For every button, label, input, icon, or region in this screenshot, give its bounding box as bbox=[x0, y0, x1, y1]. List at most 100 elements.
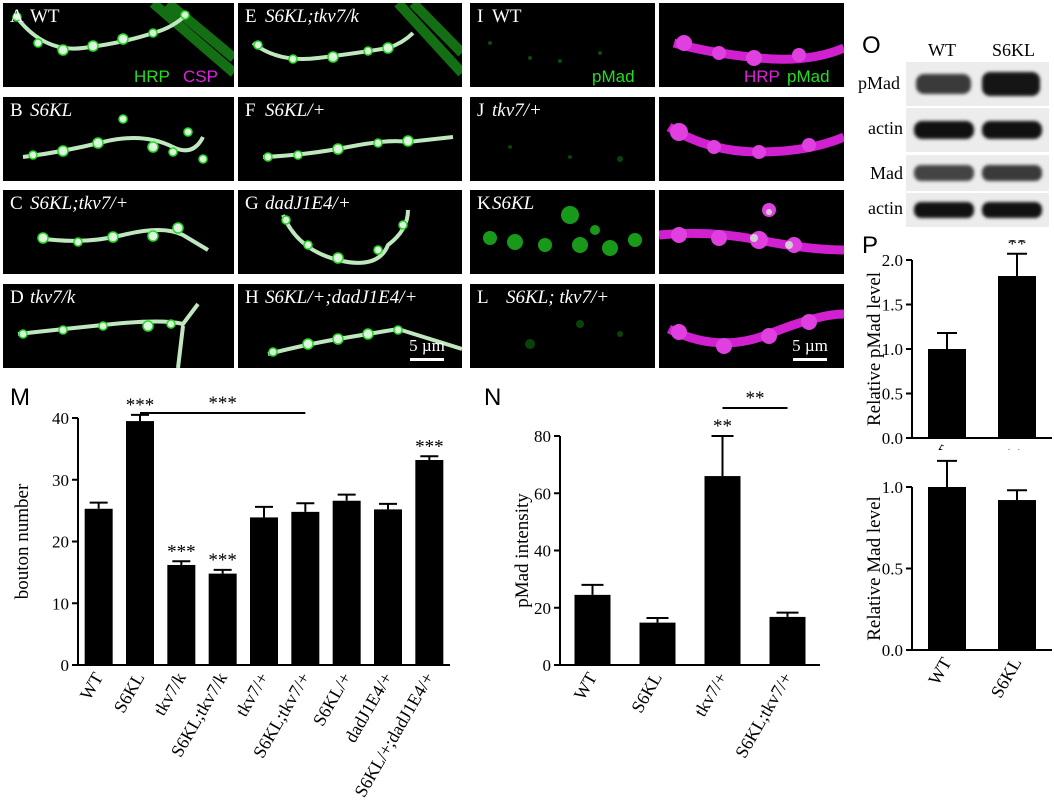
x-tick-label: tkv7/+ bbox=[232, 669, 273, 720]
nmj-image-F bbox=[262, 135, 454, 162]
genotype-label: S6KL bbox=[30, 100, 73, 121]
blot-row-label: actin bbox=[868, 118, 903, 138]
y-tick-label: 0 bbox=[543, 656, 552, 675]
nmj-image-C bbox=[37, 222, 210, 252]
blot-band bbox=[982, 165, 1042, 181]
y-tick-label: 0 bbox=[61, 656, 70, 675]
bar bbox=[208, 573, 237, 665]
nmj-image-E bbox=[251, 3, 462, 77]
x-tick-label: S6KL;tkv7/+ bbox=[731, 669, 796, 761]
x-tick-label: S6KL bbox=[987, 442, 1026, 450]
panel-D: D tkv7/k bbox=[3, 284, 234, 368]
panel-letter: B bbox=[10, 100, 23, 121]
panel-letter: C bbox=[10, 193, 23, 214]
scale-bar bbox=[793, 358, 827, 361]
x-tick-label: WT bbox=[924, 442, 955, 450]
scale-bar-label: 5 µm bbox=[792, 336, 828, 355]
significance-label: *** bbox=[167, 541, 196, 562]
blot-row-label: Mad bbox=[870, 163, 903, 183]
y-tick-label: 60 bbox=[534, 484, 551, 503]
hrp-channel-label: HRP bbox=[744, 67, 780, 86]
panel-I-merge: HRP pMad bbox=[659, 3, 844, 87]
panel-J-single: J tkv7/+ bbox=[470, 97, 655, 181]
genotype-label: S6KL; tkv7/+ bbox=[506, 287, 610, 308]
y-tick-label: 2.0 bbox=[882, 251, 903, 270]
blot-band bbox=[914, 202, 974, 218]
nmj-image-D bbox=[17, 302, 200, 368]
bar bbox=[928, 487, 966, 650]
scale-bar bbox=[410, 358, 444, 361]
significance-label: ** bbox=[746, 388, 765, 409]
pmad-image-K bbox=[483, 206, 642, 256]
bar bbox=[250, 517, 278, 665]
y-tick-label: 1.0 bbox=[882, 340, 903, 359]
blot-band bbox=[916, 74, 971, 94]
panel-letter: L bbox=[477, 287, 489, 308]
blot-band bbox=[982, 202, 1042, 218]
genotype-label: dadJ1E4/+ bbox=[265, 193, 351, 214]
bar bbox=[84, 508, 113, 665]
x-tick-label: tkv7/+ bbox=[690, 669, 731, 720]
blot-pmad bbox=[906, 62, 1049, 106]
panel-letter: F bbox=[245, 100, 256, 121]
blot-actin-2 bbox=[906, 193, 1049, 227]
panel-K-merge bbox=[659, 190, 844, 274]
x-tick-label: S6KL bbox=[627, 669, 666, 716]
pmad-image-I bbox=[488, 41, 602, 63]
genotype-label: S6KL bbox=[492, 193, 535, 214]
y-tick-label: 20 bbox=[52, 533, 69, 552]
scale-bar-label: 5 µm bbox=[409, 336, 445, 355]
panel-letter-P: P bbox=[862, 232, 879, 259]
nmj-image-B bbox=[22, 114, 208, 164]
pmad-image-L bbox=[525, 320, 623, 349]
chart-bouton-number: 0 10 20 30 40 bouton number WT *** S6KL *** tkv7/k… bbox=[12, 393, 450, 800]
genotype-label: S6KL;tkv7/+ bbox=[30, 193, 129, 214]
panel-L-merge: 5 µm bbox=[659, 284, 844, 368]
panel-B: B S6KL bbox=[3, 97, 234, 181]
blot-actin-1 bbox=[906, 108, 1049, 152]
panel-letter-M: M bbox=[10, 384, 30, 411]
x-tick-label: WT bbox=[76, 669, 107, 703]
bar bbox=[928, 349, 966, 438]
nmj-image-A bbox=[12, 3, 234, 77]
csp-channel-label: CSP bbox=[183, 67, 218, 86]
panel-letter-O: O bbox=[862, 32, 881, 59]
lane-label-s6kl: S6KL bbox=[992, 40, 1036, 60]
bar bbox=[998, 276, 1036, 438]
bar bbox=[574, 594, 611, 665]
y-axis-title: Relative Mad level bbox=[864, 496, 885, 641]
merge-image-K bbox=[659, 203, 844, 255]
y-axis-title: bouton number bbox=[12, 483, 33, 599]
panel-letter: D bbox=[10, 287, 24, 308]
genotype-label: tkv7/k bbox=[30, 287, 76, 308]
significance-label: *** bbox=[415, 436, 444, 457]
panel-letter: E bbox=[245, 6, 257, 27]
blot-mad bbox=[906, 155, 1049, 191]
pmad-image-J bbox=[508, 145, 623, 162]
panel-letter: A bbox=[10, 6, 24, 27]
y-tick-label: 0.0 bbox=[882, 641, 903, 660]
blot-row-label: actin bbox=[868, 198, 903, 218]
bar bbox=[639, 622, 676, 665]
genotype-label: WT bbox=[492, 6, 522, 27]
lane-label-wt: WT bbox=[928, 40, 956, 60]
significance-label: ** bbox=[713, 416, 732, 437]
merge-image-J bbox=[666, 123, 844, 159]
blot-band bbox=[982, 121, 1042, 139]
nmj-image-G bbox=[281, 209, 410, 265]
y-axis-title: pMad intensity bbox=[512, 493, 533, 608]
significance-label: ** bbox=[1008, 240, 1027, 255]
x-tick-label: WT bbox=[570, 669, 601, 703]
significance-label: *** bbox=[208, 550, 237, 571]
x-tick-label: WT bbox=[924, 654, 955, 688]
y-tick-label: 1.5 bbox=[882, 296, 903, 315]
pmad-channel-label: pMad bbox=[787, 67, 830, 86]
panel-E: E S6KL;tkv7/k bbox=[238, 3, 462, 87]
panel-letter: I bbox=[477, 6, 484, 27]
x-tick-label: S6KL bbox=[110, 669, 149, 716]
merge-image-I bbox=[672, 35, 844, 66]
panel-letter: H bbox=[245, 287, 259, 308]
panel-letter: J bbox=[477, 100, 485, 121]
y-tick-label: 0.5 bbox=[882, 385, 903, 404]
